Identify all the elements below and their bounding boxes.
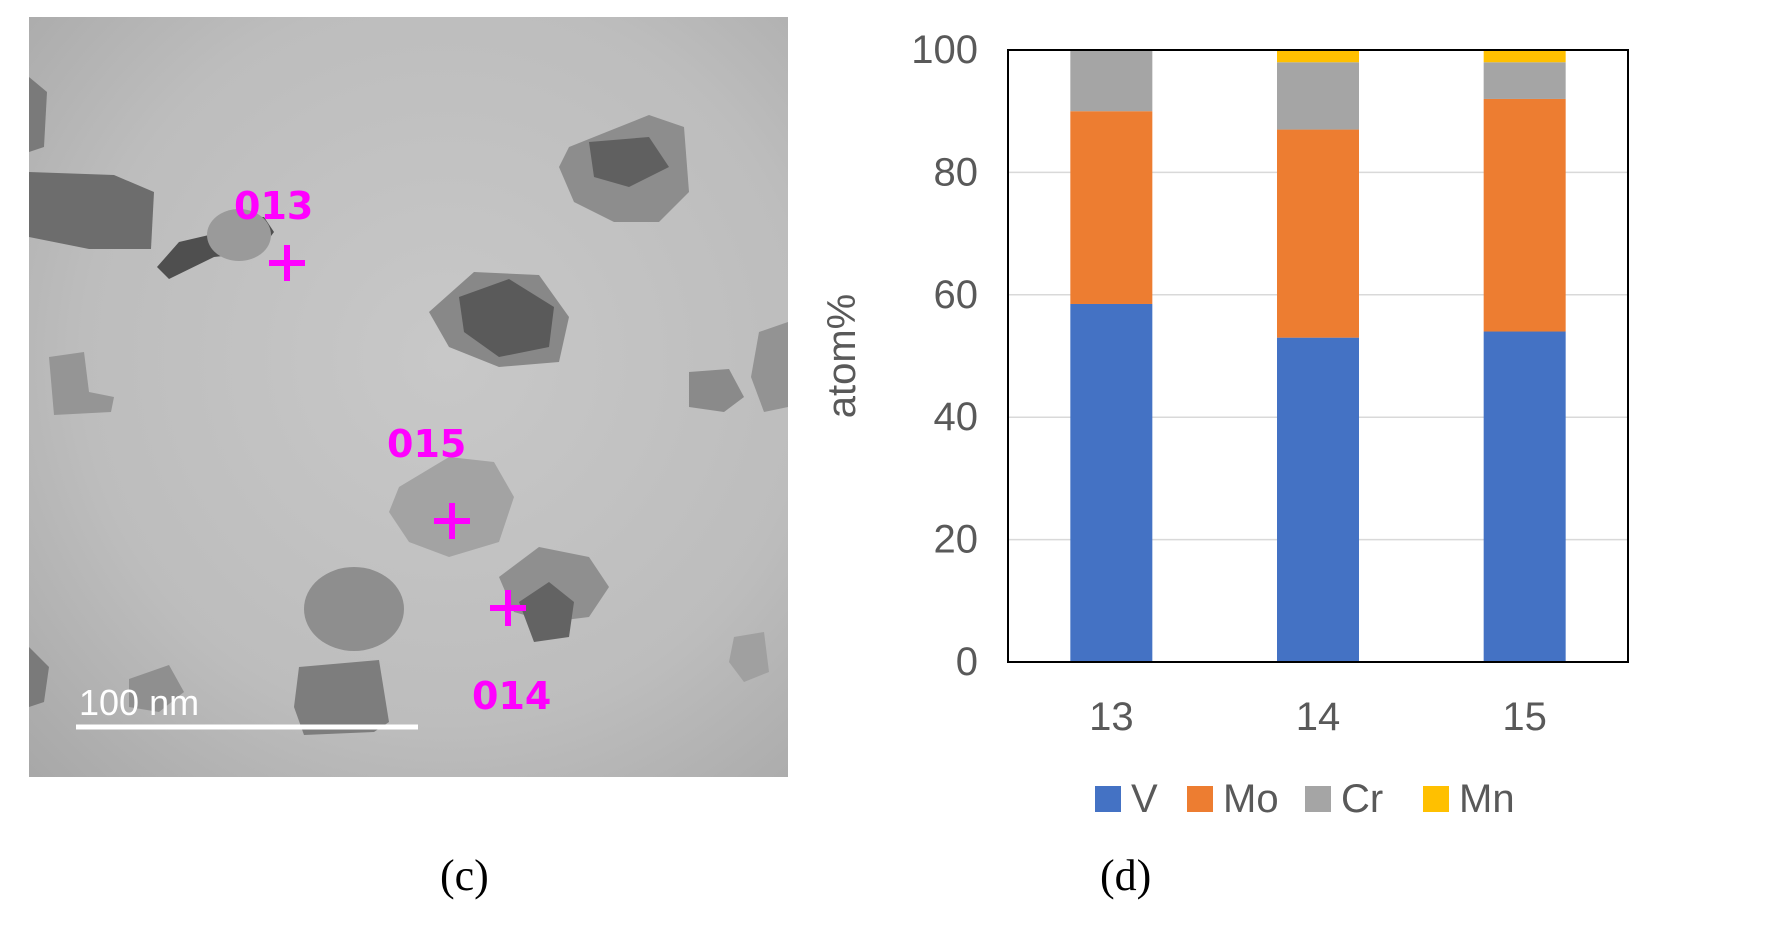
particle [49,352,114,415]
tem-micrograph: 100 nm 013 015 014 [29,17,788,777]
particle [29,647,49,707]
x-tick-label: 15 [1502,695,1547,739]
bar-segment-mn-15 [1483,50,1566,63]
bar-segment-mo-15 [1483,98,1566,332]
bar-segment-cr-14 [1277,62,1359,130]
bar-segment-v-13 [1070,303,1153,662]
scale-bar-label: 100 nm [79,682,199,723]
marker-label-014: 014 [472,674,551,718]
y-tick-label: 0 [956,640,978,684]
legend-swatch-v [1095,786,1121,812]
plot-frame [1007,49,1629,663]
y-tick-label: 40 [934,395,979,439]
bar-segment-v-14 [1277,337,1359,662]
particles [29,77,788,735]
bar-segment-mo-14 [1277,129,1359,338]
legend-label-mo: Mo [1223,777,1279,821]
particle [589,137,669,187]
bar-segment-cr-15 [1483,62,1566,99]
particle [294,660,389,735]
stacked-bar-chart: 0 20 40 60 80 100 13 14 15 atom% V Mo Cr Mn [820,28,1629,821]
marker-label-015: 015 [387,422,466,466]
legend-swatch-mn [1423,786,1449,812]
marker-015 [434,503,470,539]
particle [459,279,554,357]
bar-segment-mn-14 [1277,50,1359,63]
particle [207,209,271,261]
y-axis-label: atom% [820,294,864,419]
bar-segment-v-15 [1483,331,1566,662]
legend-label-mn: Mn [1459,777,1515,821]
x-tick-label: 14 [1296,695,1341,739]
particle [29,77,47,152]
particle [129,665,184,712]
y-tick-label: 80 [934,150,979,194]
y-tick-label: 60 [934,273,979,317]
marker-label-013: 013 [234,184,313,228]
particle [29,172,154,249]
bar-segment-cr-13 [1070,50,1153,112]
particle [729,632,769,682]
particle [304,567,404,651]
caption-d: (d) [1100,851,1152,900]
particle [751,322,788,412]
legend-label-v: V [1131,777,1158,821]
legend-label-cr: Cr [1341,777,1383,821]
particle [519,582,574,642]
caption-c: (c) [440,851,489,900]
marker-014 [490,590,526,626]
y-tick-label: 20 [934,518,979,562]
bar-segment-mo-13 [1070,111,1153,304]
x-tick-label: 13 [1089,695,1134,739]
legend-swatch-cr [1305,786,1331,812]
marker-013 [269,245,305,281]
legend-swatch-mo [1187,786,1213,812]
y-tick-label: 100 [911,28,978,72]
particle [689,369,744,412]
